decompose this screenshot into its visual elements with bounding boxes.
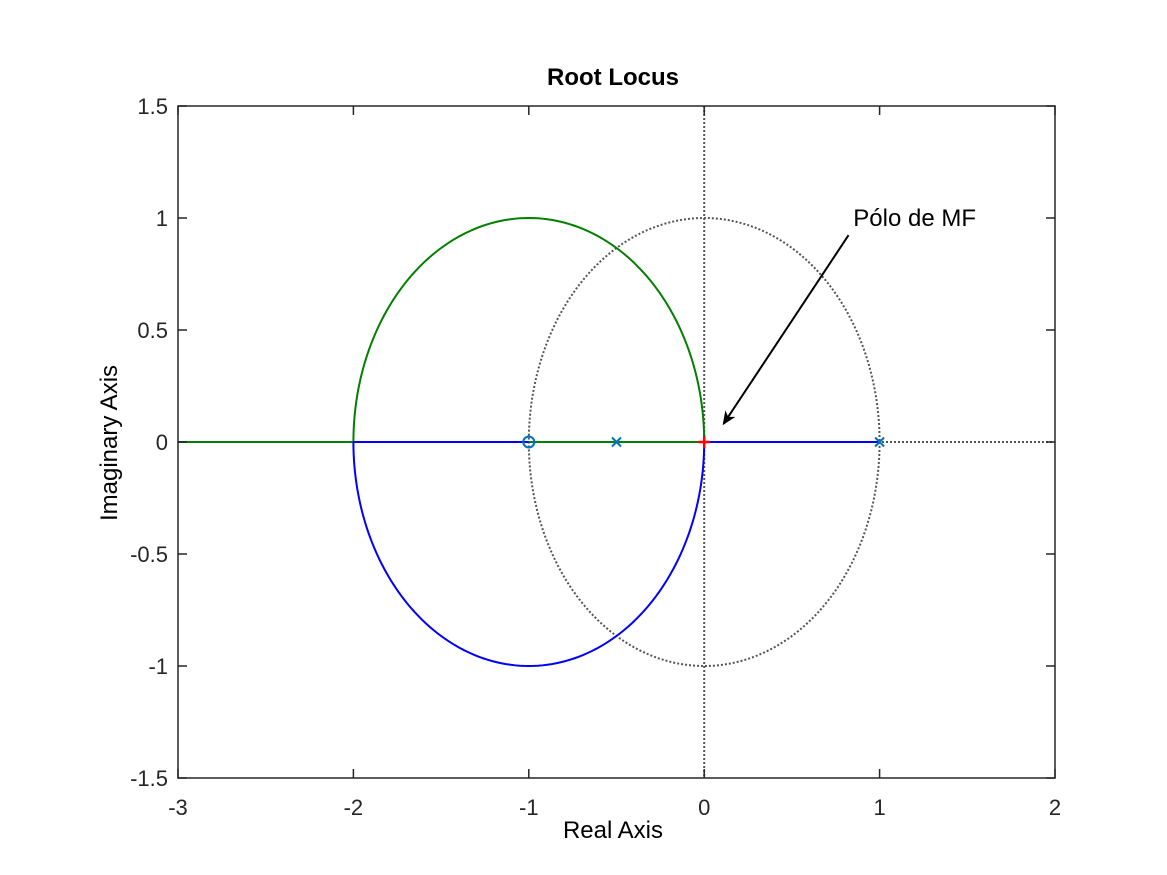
x-tick-label: 2 [1049,795,1061,820]
x-tick-label: -3 [168,795,188,820]
open-loop-pole-marker [611,436,622,448]
x-tick-label: 0 [698,795,710,820]
y-tick-label: -0.5 [130,542,168,567]
chart-title: Root Locus [547,64,679,91]
x-axis-label: Real Axis [563,817,663,844]
x-tick-label: -2 [344,795,364,820]
x-tick-label: 1 [873,795,885,820]
annotation-text: Pólo de MF [853,205,976,232]
y-axis-label: Imaginary Axis [96,365,123,521]
plot-area: -3 -2 -1 0 1 2 -1.5 -1 -0.5 0 0.5 1 1.5 Pólo de MF [130,94,1061,820]
y-tick-label: 0 [156,430,168,455]
locus-branch-1-1 [352,216,706,443]
y-tick-label: -1.5 [130,766,168,791]
open-loop-pole-marker [874,436,885,448]
closed-loop-pole-marker [698,436,711,448]
y-tick-label: 1 [156,206,168,231]
y-tick-label: 1.5 [137,94,168,119]
annotation-arrow [722,234,850,426]
open-loop-zero-marker [522,435,536,449]
x-tick-label: -1 [519,795,539,820]
locus-branch-2-1 [352,441,706,668]
y-tick-label: -1 [148,654,168,679]
y-tick-label: 0.5 [137,318,168,343]
